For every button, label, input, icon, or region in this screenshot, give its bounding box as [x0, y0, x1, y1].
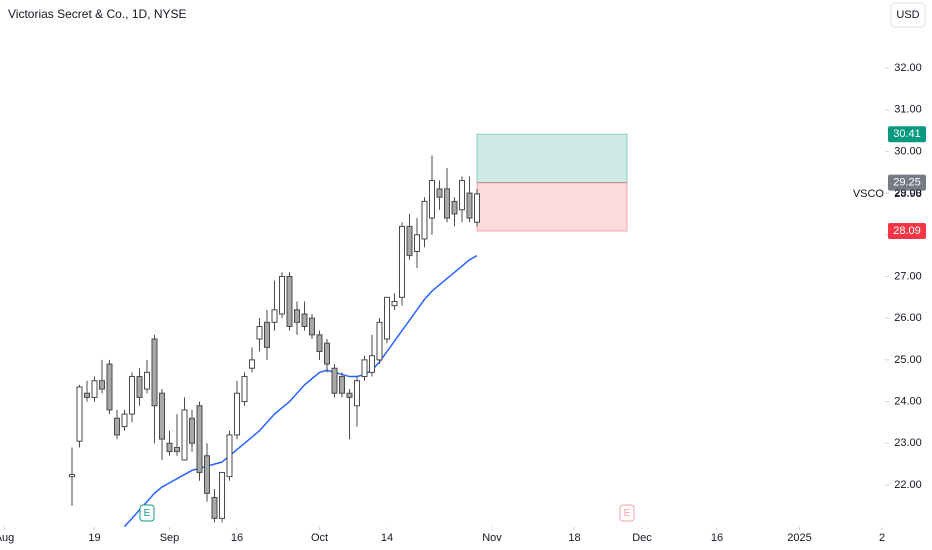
candle-body — [384, 296, 390, 340]
candle-body — [331, 367, 338, 394]
x-tick-label: Sep — [160, 532, 180, 544]
y-tick-label: 22.00 — [894, 479, 922, 491]
candle-body — [399, 225, 405, 298]
candle-body — [211, 496, 218, 519]
x-tick-label: 18 — [568, 532, 580, 544]
candle-body — [474, 193, 480, 223]
candle-body — [174, 446, 180, 453]
candle-body — [151, 338, 158, 407]
candle-body — [264, 321, 270, 348]
earnings-marker — [139, 504, 155, 522]
candle-body — [256, 326, 263, 340]
earnings-label: E — [144, 508, 151, 519]
last-price: 28.98 — [894, 188, 922, 200]
stop-zone — [476, 182, 628, 232]
candle-body — [451, 200, 458, 215]
target-zone — [476, 133, 628, 184]
price-label: 30.41 — [893, 128, 921, 140]
candle-body — [189, 417, 195, 444]
x-tick-label: Oct — [311, 532, 328, 544]
candle-body — [421, 200, 428, 240]
chart-title: Victorias Secret & Co., 1D, NYSE — [8, 7, 187, 21]
y-tick-label: 27.00 — [894, 270, 922, 282]
price-label-bg — [888, 223, 926, 240]
candle-body — [279, 275, 285, 315]
candle-body — [376, 321, 383, 361]
x-tick-label: 2 — [879, 532, 885, 544]
candle-body — [361, 359, 368, 378]
candle-body — [414, 234, 420, 252]
y-tick-label: 31.00 — [894, 104, 922, 116]
candle-body — [114, 417, 120, 436]
x-tick-label: Dec — [632, 532, 652, 544]
earnings-label: E — [624, 508, 631, 519]
x-tick-label: 16 — [711, 532, 723, 544]
candle-body — [84, 392, 90, 398]
candle-body — [346, 392, 353, 398]
candle-body — [249, 359, 255, 369]
y-tick-label: 32.00 — [894, 62, 922, 74]
candle-body — [204, 455, 210, 494]
candle-body — [234, 392, 240, 436]
candle-body — [339, 376, 345, 394]
candle-body — [226, 434, 233, 478]
x-tick-label: 16 — [231, 532, 243, 544]
candle-body — [106, 363, 113, 411]
candle-body — [121, 413, 128, 428]
price-label: 29.25 — [893, 177, 921, 189]
candle-body — [436, 188, 443, 198]
y-tick-label: 26.00 — [894, 312, 922, 324]
candle-body — [271, 309, 278, 323]
candle-body — [369, 355, 375, 373]
candle-body — [76, 386, 83, 442]
candle-body — [466, 192, 473, 219]
candle-body — [196, 405, 203, 473]
candle-body — [301, 313, 308, 328]
y-tick-label: 25.00 — [894, 354, 922, 366]
candle-body — [129, 376, 135, 415]
candle-body — [219, 471, 225, 519]
y-tick-label: 24.00 — [894, 395, 922, 407]
candle-body — [181, 409, 188, 461]
candle-body — [136, 376, 143, 398]
candle-body — [159, 392, 165, 440]
candle-body — [429, 180, 435, 219]
price-label-bg — [888, 126, 926, 143]
candle-body — [144, 371, 150, 390]
candle-body — [99, 380, 105, 390]
candle-body — [354, 380, 360, 407]
candle-body — [444, 188, 450, 219]
symbol-label: VSCO — [853, 188, 885, 200]
y-tick-label: 30.00 — [894, 145, 922, 157]
currency[interactable]: USD — [896, 9, 919, 21]
price-label: 28.09 — [893, 225, 921, 237]
x-tick-label: Nov — [482, 532, 502, 544]
x-tick-label: 19 — [88, 532, 100, 544]
candle-body — [294, 309, 300, 323]
price-label-bg — [888, 174, 926, 191]
candle-body — [241, 376, 248, 403]
candle-body — [406, 225, 413, 257]
earnings-marker — [619, 504, 635, 522]
candle-body — [309, 317, 315, 336]
y-tick-label: 23.00 — [894, 437, 922, 449]
x-tick-label: 14 — [381, 532, 393, 544]
candle-body — [391, 300, 398, 307]
x-tick-label: 2025 — [787, 532, 811, 544]
currency-button[interactable] — [890, 2, 926, 28]
candle-body — [166, 442, 173, 453]
candle-body — [316, 334, 323, 353]
candle-body — [69, 474, 75, 478]
candle-body — [91, 380, 98, 398]
moving-average — [123, 254, 478, 528]
candle-body — [459, 180, 465, 211]
candle-body — [286, 275, 293, 328]
x-tick-label: Aug — [0, 532, 14, 544]
candle-body — [324, 342, 330, 365]
